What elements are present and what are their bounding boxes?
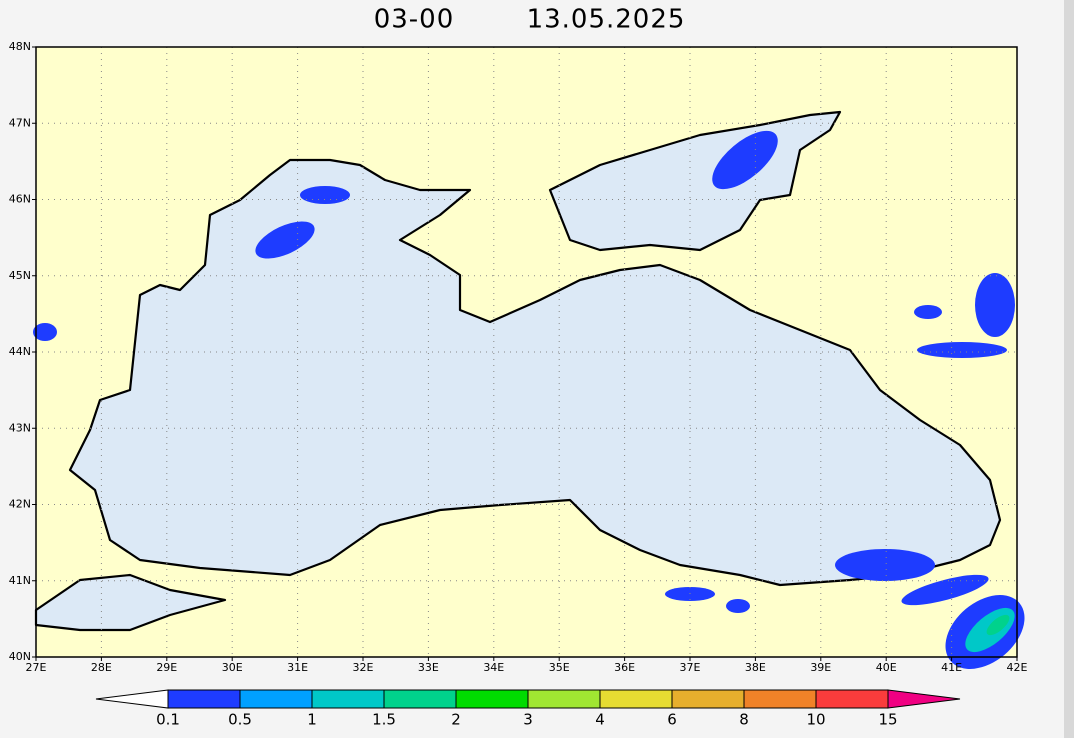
precipitation — [33, 130, 1025, 669]
lon-label: 36E — [614, 661, 635, 674]
lat-label: 47N — [9, 116, 31, 129]
lon-label: 40E — [876, 661, 897, 674]
lat-label: 46N — [9, 193, 31, 206]
colorbar-segment — [311, 689, 385, 709]
lon-label: 34E — [483, 661, 504, 674]
colorbar-label: 8 — [739, 711, 749, 729]
colorbar-segment — [167, 689, 241, 709]
colorbar-label: 0.1 — [156, 711, 180, 729]
colorbar-label: 1 — [307, 711, 317, 729]
colorbar-label: 3 — [523, 711, 533, 729]
rain-area — [255, 221, 315, 259]
lon-label: 42E — [1007, 661, 1028, 674]
colorbar-segment — [671, 689, 745, 709]
rain-area — [835, 549, 935, 581]
colorbar-label: 0.5 — [228, 711, 252, 729]
lon-label: 41E — [941, 661, 962, 674]
map — [33, 46, 1025, 669]
lat-label: 42N — [9, 498, 31, 511]
black-sea — [68, 158, 1002, 587]
lon-label: 30E — [222, 661, 243, 674]
lon-label: 39E — [810, 661, 831, 674]
colorbar: 0.1 0.5 1 1.5 2 3 4 6 8 10 15 — [95, 689, 961, 729]
lon-label: 37E — [680, 661, 701, 674]
colorbar-segment — [527, 689, 601, 709]
lon-label: 33E — [418, 661, 439, 674]
lat-label: 40N — [9, 650, 31, 663]
rain-area — [986, 614, 1010, 636]
rain-area — [917, 342, 1007, 358]
lon-label: 38E — [745, 661, 766, 674]
colorbar-label: 15 — [878, 711, 897, 729]
sea-of-marmara — [34, 573, 227, 632]
lat-label: 45N — [9, 269, 31, 282]
colorbar-label: 4 — [595, 711, 605, 729]
colorbar-segment — [743, 689, 817, 709]
lon-label: 29E — [156, 661, 177, 674]
rain-area — [901, 574, 989, 606]
colorbar-label: 6 — [667, 711, 677, 729]
lat-label: 43N — [9, 421, 31, 434]
title-time: 03-00 — [374, 5, 455, 35]
colorbar-end — [95, 689, 169, 709]
rain-area — [300, 186, 350, 204]
lon-label: 32E — [353, 661, 374, 674]
rain-area — [914, 305, 942, 319]
colorbar-label: 1.5 — [372, 711, 396, 729]
rain-area — [33, 323, 57, 341]
colorbar-label: 2 — [451, 711, 461, 729]
lon-label: 27E — [26, 661, 47, 674]
colorbar-segment — [455, 689, 529, 709]
colorbar-label: 10 — [806, 711, 825, 729]
lon-label: 28E — [91, 661, 112, 674]
lat-label: 48N — [9, 40, 31, 53]
colorbar-segment — [383, 689, 457, 709]
edge — [1064, 0, 1074, 738]
lat-label: 44N — [9, 345, 31, 358]
lon-label: 31E — [287, 661, 308, 674]
title-date: 13.05.2025 — [527, 5, 686, 35]
colorbar-segment — [815, 689, 889, 709]
lon-label: 35E — [549, 661, 570, 674]
colorbar-segment — [599, 689, 673, 709]
rain-area — [726, 599, 750, 613]
colorbar-segment — [239, 689, 313, 709]
rain-area — [975, 273, 1015, 337]
lat-label: 41N — [9, 574, 31, 587]
colorbar-end — [887, 689, 961, 709]
rain-area — [712, 130, 778, 190]
